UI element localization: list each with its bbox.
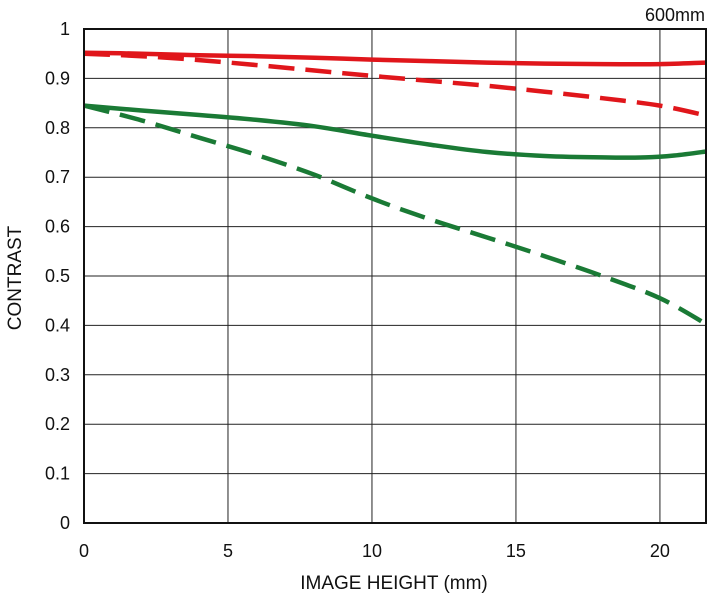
y-tick-label: 0.9 — [45, 68, 70, 88]
y-tick-label: 0.4 — [45, 315, 70, 335]
y-tick-label: 0 — [60, 513, 70, 533]
x-tick-label: 15 — [506, 541, 526, 561]
series-line-green-dashed — [83, 103, 707, 326]
x-axis-title: IMAGE HEIGHT (mm) — [300, 573, 488, 594]
y-tick-label: 0.7 — [45, 167, 70, 187]
series-line-red-solid — [83, 50, 707, 67]
y-tick-label: 0.8 — [45, 118, 70, 138]
y-axis-title: CONTRAST — [5, 225, 26, 330]
y-tick-label: 0.3 — [45, 365, 70, 385]
y-tick-labels: 0 0.1 0.2 0.3 0.4 0.5 0.6 0.7 0.8 0.9 1 — [45, 19, 70, 533]
y-tick-label: 0.1 — [45, 464, 70, 484]
series-line-green-solid — [83, 103, 707, 160]
series-line-red-dashed — [83, 51, 707, 118]
focal-length-label: 600mm — [645, 5, 705, 25]
y-tick-label: 0.5 — [45, 266, 70, 286]
x-tick-labels: 0 5 10 15 20 — [79, 541, 670, 561]
x-tick-label: 20 — [650, 541, 670, 561]
grid — [83, 28, 706, 524]
y-tick-label: 1 — [60, 19, 70, 39]
plot-frame — [83, 28, 707, 524]
y-tick-label: 0.2 — [45, 414, 70, 434]
x-tick-label: 0 — [79, 541, 89, 561]
y-tick-label: 0.6 — [45, 217, 70, 237]
x-tick-label: 5 — [223, 541, 233, 561]
x-tick-label: 10 — [362, 541, 382, 561]
series-lines — [83, 50, 707, 326]
